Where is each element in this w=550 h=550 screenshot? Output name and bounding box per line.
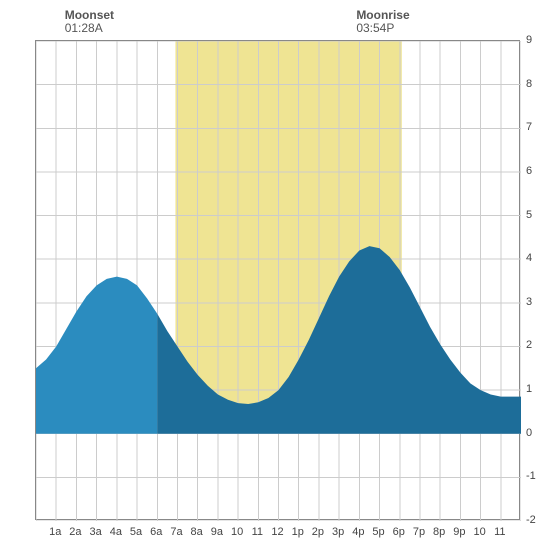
- x-tick-label: 7a: [170, 526, 182, 538]
- x-tick-label: 1p: [292, 526, 304, 538]
- y-tick-label: 5: [526, 209, 532, 221]
- x-tick-label: 9p: [453, 526, 465, 538]
- plot-area: [35, 40, 520, 520]
- x-tick-label: 6p: [393, 526, 405, 538]
- x-tick-label: 9a: [211, 526, 223, 538]
- x-tick-label: 5p: [372, 526, 384, 538]
- x-tick-label: 10: [231, 526, 243, 538]
- y-tick-label: 1: [526, 383, 532, 395]
- x-tick-label: 8a: [191, 526, 203, 538]
- y-tick-label: 9: [526, 34, 532, 46]
- y-tick-label: 6: [526, 165, 532, 177]
- x-tick-label: 11: [494, 526, 505, 538]
- x-tick-label: 11: [252, 526, 263, 538]
- x-tick-label: 12: [271, 526, 283, 538]
- moonset-time: 01:28A: [65, 22, 103, 35]
- y-tick-label: 4: [526, 252, 532, 264]
- x-tick-label: 6a: [150, 526, 162, 538]
- x-tick-label: 2a: [69, 526, 81, 538]
- x-tick-label: 4p: [352, 526, 364, 538]
- y-tick-label: 8: [526, 78, 532, 90]
- y-tick-label: -1: [526, 470, 536, 482]
- x-tick-label: 2p: [312, 526, 324, 538]
- x-tick-label: 4a: [110, 526, 122, 538]
- plot-svg: [36, 41, 521, 521]
- y-tick-label: 7: [526, 121, 532, 133]
- y-tick-label: 2: [526, 339, 532, 351]
- y-tick-label: -2: [526, 514, 536, 526]
- x-tick-label: 5a: [130, 526, 142, 538]
- x-tick-label: 3p: [332, 526, 344, 538]
- x-tick-label: 10: [473, 526, 485, 538]
- x-tick-label: 7p: [413, 526, 425, 538]
- tide-chart: Moonset 01:28A Moonrise 03:54P 1a2a3a4a5…: [0, 0, 550, 550]
- moonrise-time: 03:54P: [356, 22, 394, 35]
- y-tick-label: 3: [526, 296, 532, 308]
- x-tick-label: 8p: [433, 526, 445, 538]
- tide-area-am: [36, 277, 157, 434]
- y-tick-label: 0: [526, 427, 532, 439]
- x-tick-label: 1a: [49, 526, 61, 538]
- x-tick-label: 3a: [90, 526, 102, 538]
